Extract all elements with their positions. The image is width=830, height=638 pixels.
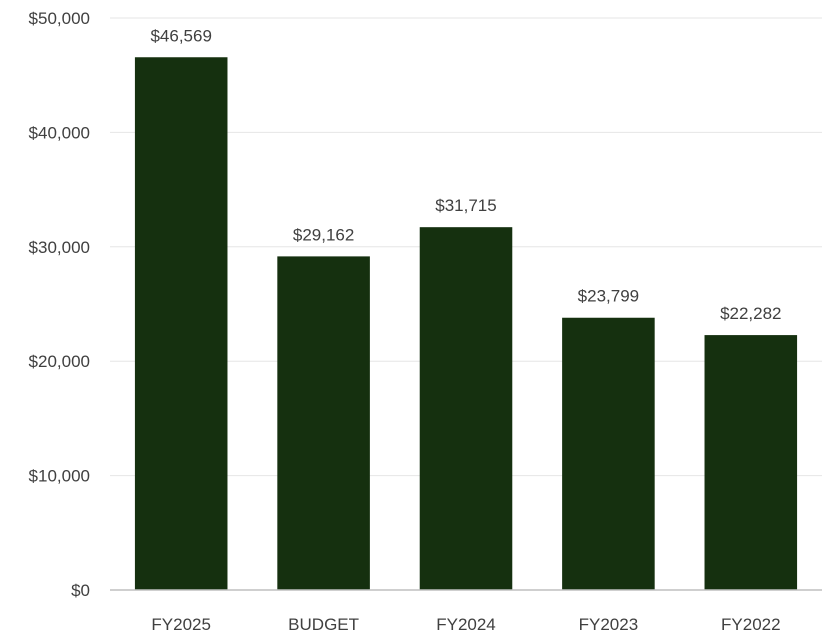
- data-label: $31,715: [435, 196, 496, 215]
- bar-budget: [277, 256, 370, 590]
- bars: [134, 57, 798, 591]
- data-label: $22,282: [720, 304, 781, 323]
- x-category-label: FY2023: [579, 615, 639, 634]
- y-tick-label: $0: [71, 581, 90, 600]
- x-axis-categories: FY2025 BUDGET FY2024 FY2023 FY2022: [151, 615, 780, 634]
- y-tick-label: $20,000: [29, 352, 90, 371]
- x-category-label: FY2025: [151, 615, 211, 634]
- y-tick-label: $30,000: [29, 238, 90, 257]
- data-label: $29,162: [293, 225, 354, 244]
- bar-fy2024: [419, 227, 513, 590]
- data-label: $23,799: [578, 287, 639, 306]
- y-tick-label: $40,000: [29, 123, 90, 142]
- bar-fy2025: [134, 57, 228, 591]
- bar-fy2022: [704, 335, 798, 590]
- y-tick-label: $50,000: [29, 9, 90, 28]
- x-category-label: FY2024: [436, 615, 496, 634]
- data-labels: $46,569 $29,162 $31,715 $23,799 $22,282: [150, 26, 781, 323]
- x-category-label: BUDGET: [288, 615, 359, 634]
- y-tick-label: $10,000: [29, 467, 90, 486]
- bar-fy2023: [562, 317, 655, 590]
- y-axis-ticks: $0 $10,000 $20,000 $30,000 $40,000 $50,000: [29, 9, 90, 600]
- x-category-label: FY2022: [721, 615, 781, 634]
- data-label: $46,569: [150, 26, 211, 45]
